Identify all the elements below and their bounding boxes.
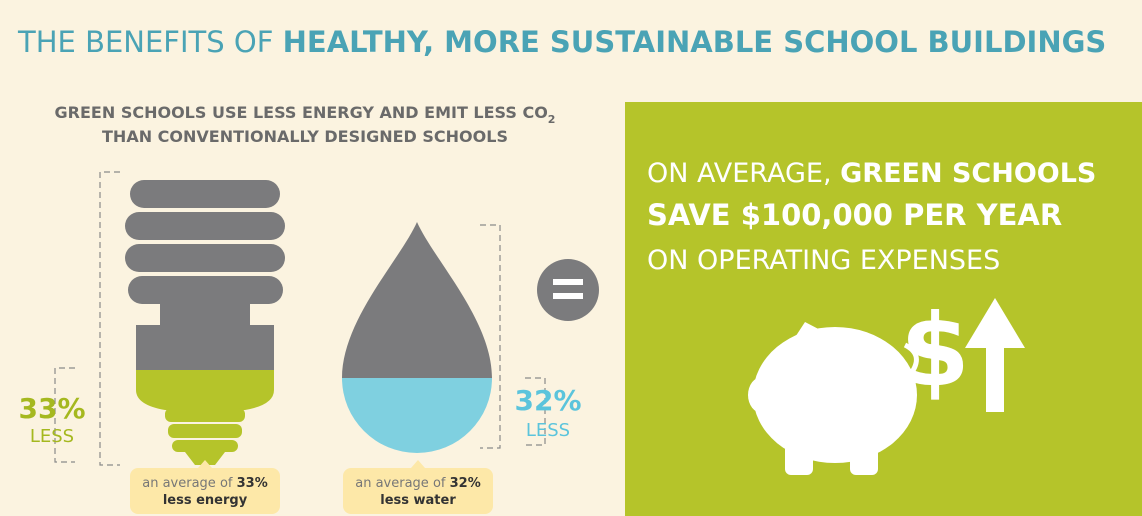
bracket: [99, 171, 120, 466]
callout-prefix: an average of: [142, 476, 236, 491]
energy-less: LESS: [30, 426, 74, 447]
arrow-icon: [965, 298, 1025, 412]
bracket: [54, 367, 75, 463]
piggy-bank-icon: [748, 322, 919, 475]
subscript: 2: [548, 113, 556, 126]
energy-callout: an average of 33% less energy: [130, 460, 280, 514]
equals-icon: [537, 259, 599, 321]
bulb-icon: [125, 180, 285, 465]
title: THE BENEFITS OF HEALTHY, MORE SUSTAINABL…: [17, 25, 1106, 59]
water-callout: an average of 32% less water: [343, 460, 493, 514]
title-light: THE BENEFITS OF: [17, 25, 283, 59]
savings-line2: SAVE $100,000 PER YEAR: [647, 198, 1062, 232]
callout-line2: less energy: [163, 493, 248, 508]
savings-light: ON AVERAGE,: [647, 158, 840, 189]
callout-line1: an average of 33%: [142, 476, 267, 491]
water-less: LESS: [526, 420, 570, 441]
savings-line1: ON AVERAGE, GREEN SCHOOLS: [647, 158, 1096, 189]
water-percent: 32%: [514, 384, 581, 417]
callout-percent: 32%: [450, 476, 481, 491]
energy-percent: 33%: [18, 392, 85, 425]
title-bold: HEALTHY, MORE SUSTAINABLE SCHOOL BUILDIN…: [283, 25, 1107, 59]
dollar-icon: $: [900, 292, 970, 409]
bracket: [480, 224, 501, 449]
subtitle-text: GREEN SCHOOLS USE LESS ENERGY AND EMIT L…: [55, 103, 548, 122]
callout-line2: less water: [380, 493, 456, 508]
bracket: [525, 377, 546, 446]
savings-line3: ON OPERATING EXPENSES: [647, 245, 1000, 276]
drop-icon: [342, 222, 492, 453]
subtitle-line2: THAN CONVENTIONALLY DESIGNED SCHOOLS: [102, 127, 508, 146]
callout-prefix: an average of: [355, 476, 449, 491]
callout-line1: an average of 32%: [355, 476, 480, 491]
callout-percent: 33%: [237, 476, 268, 491]
subtitle-line1: GREEN SCHOOLS USE LESS ENERGY AND EMIT L…: [55, 103, 556, 126]
savings-bold: GREEN SCHOOLS: [840, 158, 1096, 189]
